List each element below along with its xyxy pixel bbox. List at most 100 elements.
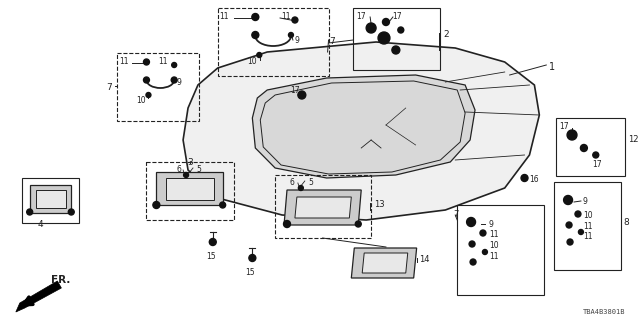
- Circle shape: [209, 238, 216, 245]
- Text: 3: 3: [187, 158, 193, 167]
- Text: FR.: FR.: [51, 275, 71, 285]
- Polygon shape: [351, 248, 417, 278]
- Text: 11: 11: [281, 12, 291, 21]
- Text: 17: 17: [392, 12, 401, 21]
- Text: 17: 17: [592, 160, 602, 169]
- Text: 5: 5: [196, 165, 201, 174]
- Text: TBA4B3801B: TBA4B3801B: [583, 309, 625, 315]
- Text: 15: 15: [245, 268, 255, 277]
- Circle shape: [298, 186, 303, 190]
- Text: 11: 11: [583, 232, 593, 241]
- Text: 15: 15: [206, 252, 216, 261]
- Polygon shape: [362, 253, 408, 273]
- Circle shape: [521, 174, 528, 181]
- Circle shape: [355, 221, 361, 227]
- Text: 11: 11: [158, 57, 168, 66]
- Text: 12: 12: [628, 135, 639, 144]
- Text: 17: 17: [559, 122, 569, 131]
- Text: 6: 6: [290, 178, 295, 187]
- Bar: [275, 175, 371, 238]
- Polygon shape: [284, 190, 361, 225]
- Circle shape: [483, 250, 488, 254]
- Circle shape: [172, 62, 177, 68]
- Text: 2: 2: [444, 30, 449, 39]
- Bar: [457, 205, 544, 295]
- Bar: [554, 182, 621, 270]
- Polygon shape: [156, 172, 223, 205]
- Text: 9: 9: [583, 197, 588, 206]
- Polygon shape: [36, 190, 67, 208]
- Text: 7: 7: [106, 83, 111, 92]
- Circle shape: [143, 77, 149, 83]
- Text: 11: 11: [489, 230, 499, 239]
- Circle shape: [567, 239, 573, 245]
- Polygon shape: [252, 75, 475, 178]
- Circle shape: [567, 130, 577, 140]
- Polygon shape: [16, 281, 61, 312]
- Circle shape: [252, 31, 259, 38]
- Text: 1: 1: [549, 62, 556, 72]
- Bar: [22, 178, 79, 223]
- Text: 6: 6: [176, 165, 181, 174]
- Text: 9: 9: [176, 78, 181, 87]
- Circle shape: [392, 46, 400, 54]
- Text: 11: 11: [220, 12, 229, 21]
- Text: 17: 17: [290, 86, 300, 95]
- Text: 8: 8: [623, 218, 629, 227]
- Circle shape: [580, 145, 588, 151]
- Circle shape: [220, 202, 226, 208]
- Circle shape: [292, 17, 298, 23]
- Bar: [147, 162, 234, 220]
- Circle shape: [184, 172, 189, 178]
- Circle shape: [378, 32, 390, 44]
- Circle shape: [575, 211, 581, 217]
- Text: 11: 11: [119, 57, 128, 66]
- Circle shape: [172, 77, 177, 83]
- Circle shape: [470, 259, 476, 265]
- Text: 10: 10: [248, 57, 257, 66]
- Text: 10: 10: [489, 241, 499, 250]
- Bar: [353, 8, 440, 70]
- Circle shape: [566, 222, 572, 228]
- Text: 5: 5: [308, 178, 314, 187]
- Bar: [218, 8, 328, 76]
- Circle shape: [593, 152, 599, 158]
- Circle shape: [252, 13, 259, 20]
- Circle shape: [257, 52, 262, 58]
- Circle shape: [289, 33, 293, 37]
- Circle shape: [143, 59, 149, 65]
- Bar: [556, 118, 625, 176]
- Text: 10: 10: [136, 96, 146, 105]
- Circle shape: [467, 218, 476, 227]
- Text: 7: 7: [330, 37, 335, 46]
- Polygon shape: [29, 185, 71, 213]
- Circle shape: [579, 229, 584, 235]
- Circle shape: [146, 92, 151, 98]
- Text: 16: 16: [529, 175, 539, 184]
- Circle shape: [398, 27, 404, 33]
- Circle shape: [27, 209, 33, 215]
- Circle shape: [249, 254, 256, 261]
- Text: 13: 13: [374, 200, 385, 209]
- Text: 11: 11: [489, 252, 499, 261]
- Text: 17: 17: [356, 12, 366, 21]
- Polygon shape: [295, 197, 351, 218]
- Circle shape: [469, 241, 475, 247]
- Circle shape: [298, 91, 306, 99]
- Text: 9: 9: [295, 36, 300, 45]
- Bar: [116, 53, 199, 121]
- Text: 4: 4: [38, 220, 44, 229]
- Circle shape: [68, 209, 74, 215]
- Circle shape: [383, 19, 389, 26]
- Circle shape: [564, 196, 573, 204]
- Circle shape: [366, 23, 376, 33]
- Text: 10: 10: [583, 211, 593, 220]
- Circle shape: [284, 220, 291, 228]
- Circle shape: [153, 202, 160, 209]
- Polygon shape: [183, 42, 540, 220]
- Text: 14: 14: [419, 255, 429, 264]
- Text: 7: 7: [453, 210, 459, 219]
- Text: 11: 11: [583, 222, 593, 231]
- Text: 9: 9: [489, 220, 494, 229]
- Polygon shape: [166, 178, 214, 200]
